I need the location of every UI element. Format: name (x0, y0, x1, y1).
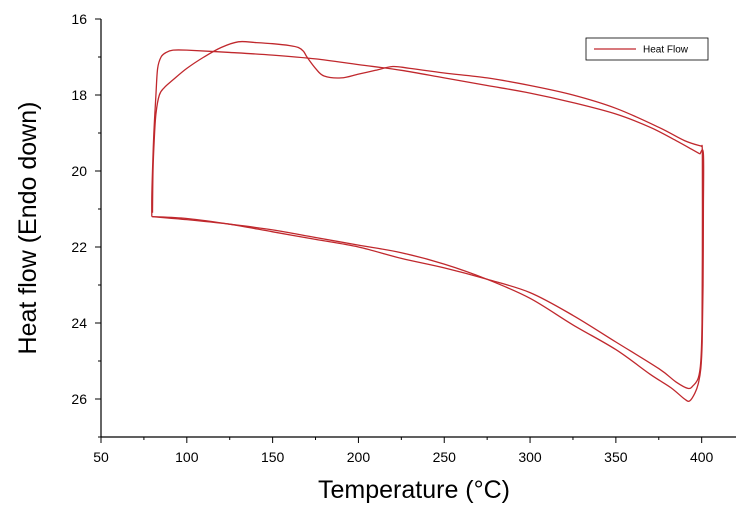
x-axis-label: Temperature (°C) (318, 476, 510, 504)
x-tick-label: 50 (93, 449, 109, 465)
y-tick-label: 24 (71, 315, 87, 331)
legend-box (585, 37, 709, 61)
x-axis-ticks: 50 100 150 200 250 300 350 400 (93, 437, 714, 465)
y-tick-label: 16 (71, 11, 87, 27)
series-line-heating-2 (151, 49, 701, 217)
plot-frame (100, 19, 736, 438)
x-tick-label: 250 (433, 449, 457, 465)
x-tick-label: 200 (347, 449, 371, 465)
y-axis-ticks: 16 18 20 22 24 26 (71, 11, 101, 438)
y-tick-label: 22 (71, 239, 87, 255)
x-tick-label: 300 (518, 449, 542, 465)
series-line-cooling-2 (151, 149, 705, 402)
y-axis-label: Heat flow (Endo down) (14, 102, 42, 355)
series-layer (151, 40, 705, 402)
x-tick-label: 150 (261, 449, 285, 465)
y-tick-label: 20 (71, 163, 87, 179)
y-tick-label: 18 (71, 87, 87, 103)
series-line-heating-1 (151, 40, 702, 213)
y-tick-label: 26 (71, 391, 87, 407)
x-tick-label: 350 (604, 449, 628, 465)
legend-label-heat-flow: Heat Flow (643, 45, 689, 56)
x-tick-label: 400 (690, 449, 714, 465)
x-tick-label: 100 (175, 449, 199, 465)
legend: Heat Flow (585, 37, 709, 61)
